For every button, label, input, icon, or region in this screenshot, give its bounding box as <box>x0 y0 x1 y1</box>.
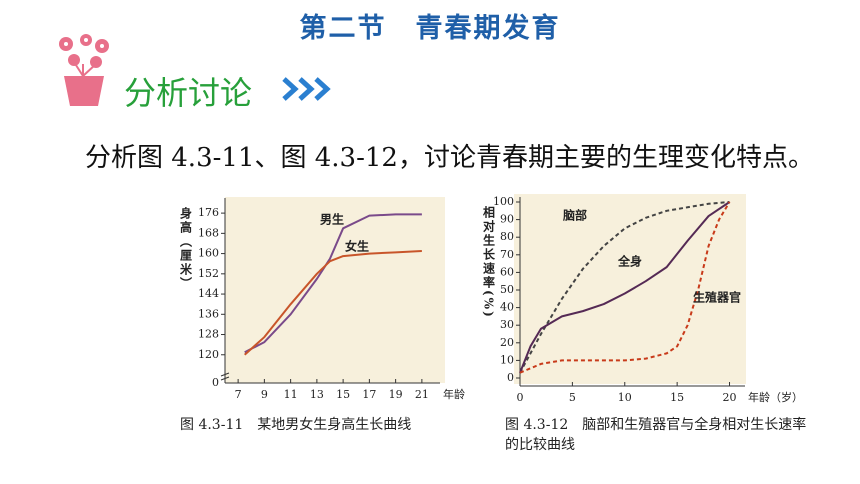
x-tick-label: 5 <box>569 391 576 404</box>
x-tick-label: 7 <box>235 388 242 401</box>
y-tick-label: 10 <box>500 353 514 366</box>
paragraph: 分析图 4.3-11、图 4.3-12，讨论青春期主要的生理变化特点。 <box>85 143 814 173</box>
y-tick-label: 60 <box>500 265 514 278</box>
series-line <box>519 201 731 374</box>
y-tick-label: 176 <box>198 206 219 219</box>
section-heading: 分析讨论 <box>124 74 253 112</box>
y-axis-label: 身高（厘米） <box>179 206 193 291</box>
y-tick-label: 50 <box>500 283 514 296</box>
chart: 0 10 20 30 40 50 60 70 80 90 100 0 5 10 15 20 年龄（岁） 相对生长速… <box>482 194 803 404</box>
axis-break <box>220 372 230 381</box>
y-tick-label: 100 <box>493 195 514 208</box>
series-line <box>244 250 422 356</box>
y-tick-label: 80 <box>500 230 514 243</box>
title: 第二节 青春期发育 <box>299 13 561 44</box>
x-tick-label: 17 <box>362 388 376 401</box>
series-line <box>519 201 731 374</box>
caption: 图 4.3-11 某地男女生身高生长曲线 <box>180 417 412 433</box>
flower-icon <box>59 34 109 106</box>
axis-break-label: 0 <box>212 376 219 389</box>
x-tick-label: 21 <box>415 388 429 401</box>
x-tick-label: 9 <box>261 388 268 401</box>
x-axis-label: 年龄（岁） <box>443 387 470 401</box>
y-tick-label: 168 <box>198 226 219 239</box>
plot-background <box>514 194 746 384</box>
x-tick-label: 13 <box>310 388 324 401</box>
arrows <box>282 77 331 101</box>
y-tick-label: 30 <box>500 318 514 331</box>
x-tick-label: 0 <box>517 391 524 404</box>
x-tick-label: 19 <box>389 388 403 401</box>
plot-background <box>225 197 445 383</box>
x-axis-label: 年龄（岁） <box>748 390 803 404</box>
caption: 图 4.3-12 脑部和生殖器官与全身相对生长速率的比较曲线 <box>505 417 807 453</box>
x-tick-label: 11 <box>284 388 298 401</box>
series-line <box>519 201 730 374</box>
series-label: 脑部 <box>562 208 587 223</box>
y-tick-label: 70 <box>500 248 514 261</box>
y-tick-label: 0 <box>507 371 514 384</box>
x-tick-label: 20 <box>723 391 737 404</box>
y-tick-label: 40 <box>500 301 514 314</box>
x-tick-label: 15 <box>336 388 350 401</box>
chart: 120 128 136 144 152 160 168 176 7 9 11 13 15 17 19 21 年龄… <box>179 197 470 401</box>
series-label: 女生 <box>345 239 369 254</box>
y-tick-label: 136 <box>198 307 219 320</box>
series-label: 生殖器官 <box>693 290 741 305</box>
y-tick-label: 120 <box>198 348 219 361</box>
series-line <box>244 213 422 354</box>
x-tick-label: 15 <box>670 391 684 404</box>
series-label: 男生 <box>320 212 344 227</box>
y-tick-label: 20 <box>500 336 514 349</box>
y-tick-label: 128 <box>198 328 219 341</box>
x-tick-label: 10 <box>618 391 632 404</box>
y-tick-label: 152 <box>198 267 219 280</box>
y-axis-label: 相对生长速率(%) <box>482 205 496 319</box>
y-tick-label: 160 <box>198 247 219 260</box>
series-label: 全身 <box>617 254 642 269</box>
y-tick-label: 90 <box>500 213 514 226</box>
y-tick-label: 144 <box>198 287 219 300</box>
